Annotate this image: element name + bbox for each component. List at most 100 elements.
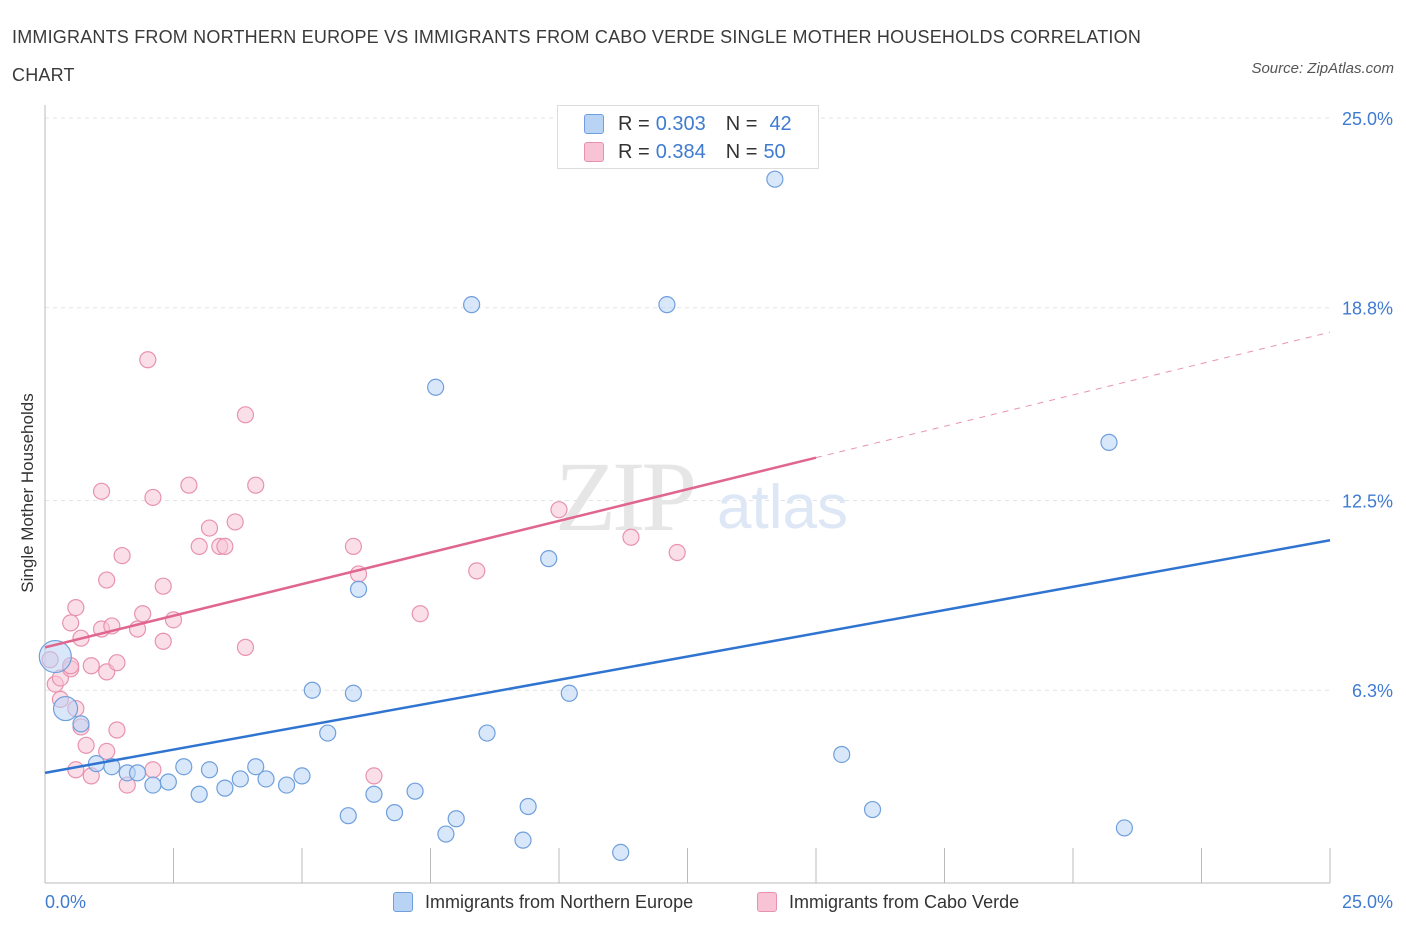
cabo-verde-point bbox=[82, 657, 100, 675]
x-tick-label-min: 0.0% bbox=[45, 892, 86, 912]
cabo-verde-point bbox=[139, 351, 157, 369]
stats-legend-row-northern-europe: R = 0.303 N = 42 bbox=[584, 111, 792, 137]
northern-europe-point bbox=[1100, 433, 1118, 451]
cabo-verde-point bbox=[144, 488, 162, 507]
cabo-verde-point bbox=[236, 638, 255, 656]
northern-europe-point bbox=[514, 831, 532, 849]
northern-europe-point bbox=[658, 296, 676, 314]
northern-europe-points bbox=[38, 170, 1134, 862]
legend-item-cabo-verde: Immigrants from Cabo Verde bbox=[757, 890, 1019, 914]
cabo-verde-point bbox=[200, 519, 219, 537]
legend-label: Immigrants from Northern Europe bbox=[425, 891, 694, 912]
cabo-verde-point bbox=[344, 537, 362, 556]
northern-europe-point bbox=[339, 807, 357, 825]
northern-europe-point bbox=[385, 804, 404, 822]
northern-europe-point bbox=[833, 745, 851, 764]
northern-europe-point bbox=[1115, 819, 1134, 837]
cabo-verde-point bbox=[190, 537, 208, 556]
cabo-verde-point bbox=[134, 605, 152, 623]
cabo-verde-point bbox=[668, 543, 686, 562]
watermark: ZIP atlas bbox=[555, 441, 848, 552]
northern-europe-point bbox=[463, 296, 481, 314]
x-tick-label-max: 25.0% bbox=[1342, 892, 1393, 912]
y-tick-label: 25.0% bbox=[1342, 109, 1393, 129]
y-tick-label: 6.3% bbox=[1352, 681, 1393, 701]
axes bbox=[44, 105, 1331, 884]
northern-europe-point bbox=[540, 550, 558, 568]
northern-europe-trend-line bbox=[44, 539, 1331, 775]
gridlines bbox=[45, 117, 1330, 691]
cabo-verde-point bbox=[108, 654, 126, 672]
blue-swatch bbox=[393, 892, 413, 912]
cabo-verde-trend-extension bbox=[815, 331, 1331, 459]
northern-europe-point bbox=[349, 580, 368, 598]
tick-labels: 6.3% 12.5% 18.8% 25.0% 0.0% 25.0% bbox=[45, 109, 1393, 912]
cabo-verde-point bbox=[98, 571, 116, 589]
r-value: 0.303 bbox=[655, 112, 706, 135]
stats-legend: R = 0.303 N = 42 R = 0.384 N = 50 bbox=[557, 105, 819, 169]
cabo-verde-point bbox=[98, 742, 116, 761]
pink-swatch bbox=[757, 892, 777, 912]
cabo-verde-trend-line bbox=[44, 456, 817, 649]
northern-europe-point bbox=[72, 715, 90, 733]
northern-europe-point bbox=[159, 773, 177, 791]
cabo-verde-point bbox=[180, 476, 198, 494]
cabo-verde-point bbox=[226, 513, 244, 531]
cabo-verde-point bbox=[62, 614, 80, 632]
cabo-verde-point bbox=[113, 546, 131, 565]
northern-europe-point bbox=[247, 758, 265, 776]
northern-europe-point bbox=[293, 767, 311, 785]
northern-europe-point bbox=[766, 170, 784, 188]
northern-europe-point bbox=[257, 770, 275, 788]
blue-swatch bbox=[584, 114, 604, 134]
cabo-verde-point bbox=[216, 537, 234, 556]
r-value: 0.384 bbox=[655, 140, 706, 163]
cabo-verde-point bbox=[77, 736, 95, 754]
northern-europe-point bbox=[447, 810, 465, 828]
cabo-verde-points bbox=[41, 351, 686, 794]
northern-europe-point bbox=[560, 684, 578, 702]
northern-europe-point bbox=[319, 724, 337, 742]
n-label: N = bbox=[725, 112, 758, 135]
n-label: N = bbox=[725, 140, 758, 163]
pink-swatch bbox=[584, 142, 604, 162]
northern-europe-point bbox=[365, 785, 383, 803]
cabo-verde-point bbox=[550, 501, 568, 519]
cabo-verde-point bbox=[411, 605, 429, 623]
cabo-verde-point bbox=[108, 721, 126, 739]
stats-legend-row-cabo-verde: R = 0.384 N = 50 bbox=[584, 139, 786, 165]
cabo-verde-point bbox=[247, 476, 265, 494]
watermark-atlas: atlas bbox=[717, 473, 848, 542]
r-label: R = bbox=[618, 140, 650, 163]
northern-europe-point bbox=[427, 378, 445, 396]
y-tick-label: 18.8% bbox=[1342, 299, 1393, 319]
cabo-verde-point bbox=[365, 767, 383, 785]
northern-europe-point bbox=[175, 758, 193, 776]
source-label: Source: ZipAtlas.com bbox=[1251, 60, 1394, 77]
trend-lines bbox=[44, 331, 1331, 775]
northern-europe-point bbox=[200, 761, 219, 779]
northern-europe-point bbox=[612, 843, 630, 862]
northern-europe-point bbox=[144, 776, 162, 794]
n-value: 50 bbox=[763, 140, 786, 163]
legend-label: Immigrants from Cabo Verde bbox=[789, 891, 1020, 912]
n-value: 42 bbox=[769, 112, 792, 135]
northern-europe-point bbox=[437, 825, 455, 843]
northern-europe-point bbox=[38, 639, 72, 674]
cabo-verde-point bbox=[67, 598, 85, 617]
northern-europe-point bbox=[128, 764, 147, 782]
northern-europe-point bbox=[406, 782, 424, 800]
r-label: R = bbox=[618, 112, 650, 135]
northern-europe-point bbox=[344, 684, 362, 702]
chart-title: IMMIGRANTS FROM NORTHERN EUROPE VS IMMIG… bbox=[12, 27, 1142, 85]
cabo-verde-point bbox=[154, 632, 172, 650]
cabo-verde-point bbox=[236, 406, 255, 424]
cabo-verde-point bbox=[468, 562, 486, 580]
northern-europe-point bbox=[277, 776, 296, 794]
northern-europe-point bbox=[216, 779, 234, 797]
cabo-verde-point bbox=[67, 761, 85, 779]
legend-item-northern-europe: Immigrants from Northern Europe bbox=[393, 890, 693, 914]
y-tick-label: 12.5% bbox=[1342, 492, 1393, 512]
northern-europe-point bbox=[863, 800, 882, 819]
